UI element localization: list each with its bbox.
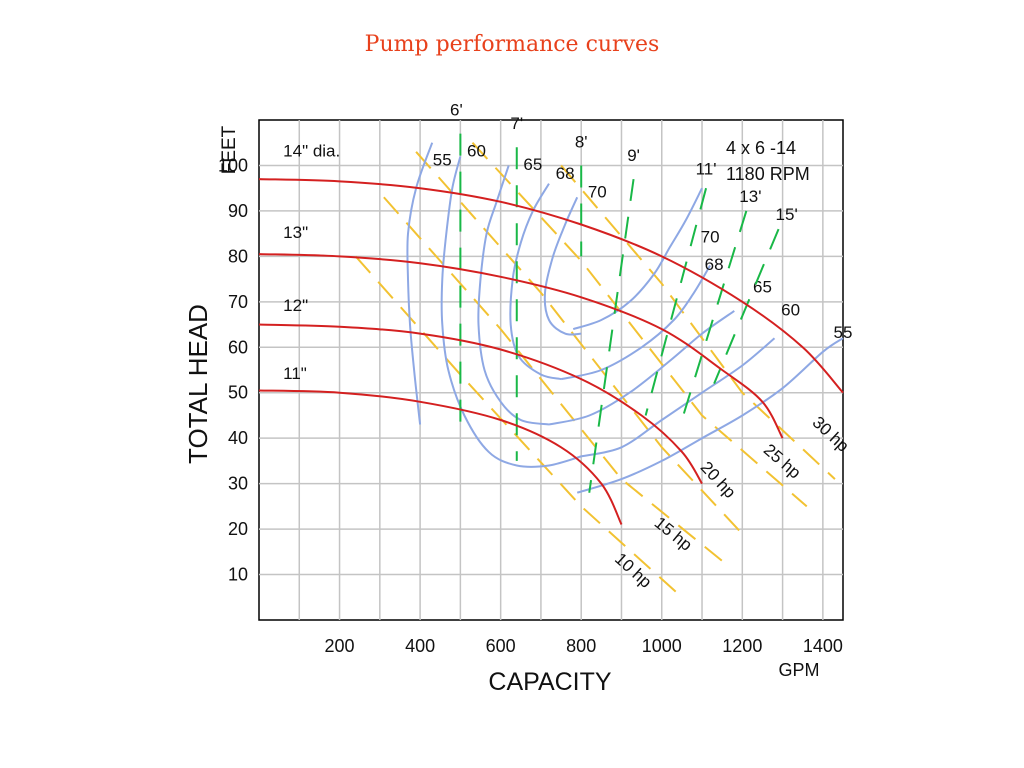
- y-tick-label: 30: [228, 474, 248, 494]
- horsepower-line: [560, 164, 836, 480]
- x-tick-label: 600: [486, 636, 516, 656]
- horsepower-line: [471, 142, 808, 508]
- pump-model-label: 4 x 6 -14: [726, 138, 796, 158]
- x-tick-label: 200: [325, 636, 355, 656]
- impeller-label: 13": [283, 223, 308, 242]
- horsepower-line: [354, 255, 683, 599]
- y-tick-label: 60: [228, 337, 248, 357]
- impeller-layer: 14" dia. 13" 12" 11": [258, 141, 844, 525]
- efficiency-layer: 55 60 65 68 70 70 68 65 60 55: [406, 141, 853, 494]
- npsh-layer: 6' 7' 8' 9' 11' 13' 15': [450, 100, 798, 493]
- efficiency-curve: [440, 156, 582, 468]
- plot-frame: [258, 119, 844, 621]
- efficiency-label: 55: [834, 323, 853, 342]
- efficiency-curve: [543, 196, 582, 336]
- efficiency-curve: [576, 337, 844, 494]
- horsepower-line: [383, 196, 723, 562]
- efficiency-curve: [560, 264, 711, 381]
- efficiency-curve: [548, 310, 735, 426]
- npsh-line: [644, 187, 708, 416]
- horsepower-label: 15 hp: [651, 513, 696, 555]
- efficiency-label: 68: [705, 255, 724, 274]
- efficiency-label: 65: [523, 155, 542, 174]
- efficiency-label: 65: [753, 278, 772, 297]
- x-tick-label: 1000: [642, 636, 682, 656]
- horsepower-label: 10 hp: [611, 549, 655, 592]
- efficiency-label: 60: [467, 141, 486, 160]
- npsh-label: 6': [450, 100, 463, 119]
- y-tick-label: 90: [228, 201, 248, 221]
- y-tick-label: 80: [228, 246, 248, 266]
- y-tick-label: 50: [228, 383, 248, 403]
- y-tick-label: 20: [228, 519, 248, 539]
- impeller-label: 11": [283, 364, 307, 383]
- horsepower-label: 30 hp: [809, 413, 853, 456]
- x-tick-label: 1200: [722, 636, 762, 656]
- npsh-label: 13': [739, 187, 761, 206]
- npsh-line: [713, 228, 780, 385]
- x-tick-label: 800: [566, 636, 596, 656]
- npsh-label: 15': [776, 205, 798, 224]
- y-tick-label: 70: [228, 292, 248, 312]
- efficiency-curve: [509, 183, 562, 381]
- horsepower-label: 20 hp: [697, 458, 740, 502]
- impeller-curve: [258, 323, 703, 485]
- y-tick-label: 10: [228, 565, 248, 585]
- npsh-line: [588, 178, 635, 493]
- x-axis-label: CAPACITY: [488, 668, 611, 696]
- impeller-curve: [258, 178, 844, 394]
- efficiency-curve: [580, 337, 776, 458]
- impeller-label: 12": [283, 296, 308, 315]
- efficiency-label: 68: [556, 164, 575, 183]
- npsh-label: 9': [627, 146, 640, 165]
- efficiency-curve: [477, 165, 550, 426]
- npsh-label: 8': [575, 132, 588, 151]
- efficiency-label: 60: [781, 300, 800, 319]
- npsh-label: 7': [510, 114, 523, 133]
- y-axis-unit: FEET: [219, 125, 240, 174]
- y-tick-label: 100: [218, 155, 248, 175]
- tick-label-layer: 200 400 600 800 1000 1200 1400 10 20 30 40 50 60 70 80…: [218, 155, 843, 656]
- slide-title: Pump performance curves: [364, 32, 660, 57]
- x-tick-label: 400: [405, 636, 435, 656]
- x-tick-label: 1400: [803, 636, 843, 656]
- impeller-curve: [258, 253, 784, 439]
- npsh-label: 11': [696, 160, 717, 179]
- x-axis-unit: GPM: [778, 660, 819, 680]
- efficiency-label: 55: [433, 150, 452, 169]
- efficiency-label: 70: [588, 182, 607, 201]
- efficiency-label: 70: [701, 228, 720, 247]
- y-tick-label: 40: [228, 428, 248, 448]
- efficiency-curve: [572, 187, 703, 331]
- impeller-label: 14" dia.: [283, 141, 340, 160]
- y-axis-label: TOTAL HEAD: [183, 304, 213, 464]
- pump-speed-label: 1180 RPM: [726, 164, 810, 184]
- impeller-curve: [258, 389, 623, 525]
